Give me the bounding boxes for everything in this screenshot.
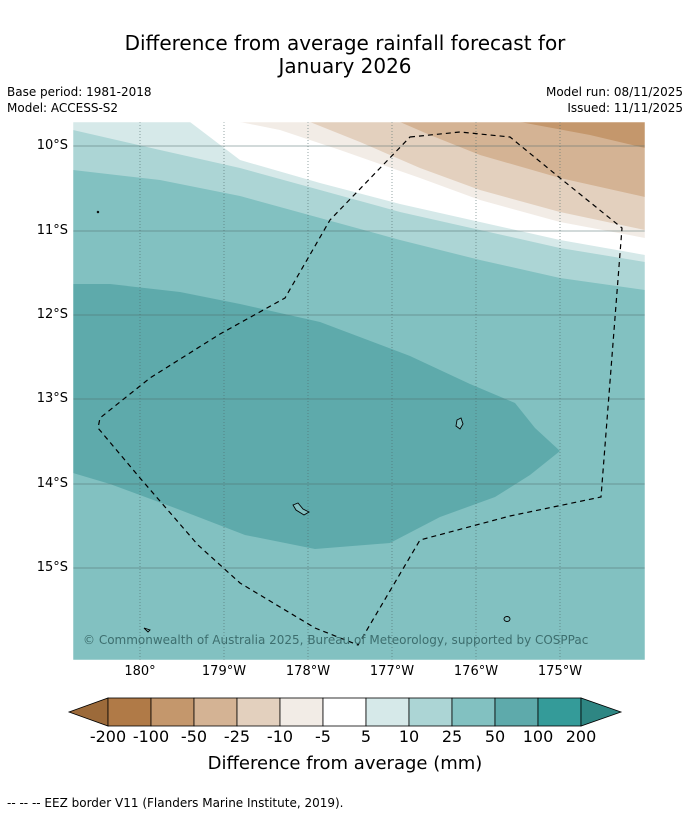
lon-label-179w: 179°W (201, 664, 247, 679)
islands (96, 210, 511, 633)
colorbar-swatch (236, 697, 281, 727)
colorbar-swatch (322, 697, 367, 727)
lat-label-11s: 11°S (36, 223, 68, 238)
colorbar-under-arrow (67, 697, 109, 727)
base-period-text: Base period: 1981-2018 (7, 85, 152, 99)
copyright-notice: © Commonwealth of Australia 2025, Bureau… (83, 633, 589, 647)
gridlines (73, 122, 645, 660)
colorbar-tick-label: 50 (484, 727, 506, 746)
island-central (292, 502, 310, 516)
colorbar-tick-label: -200 (89, 727, 127, 746)
lon-label-178w: 178°W (285, 664, 331, 679)
band-light-brown (400, 122, 645, 197)
colorbar-tick-label: 200 (565, 727, 597, 746)
colorbar-tick-label: -100 (132, 727, 170, 746)
colorbar-swatch (451, 697, 496, 727)
island-south-west (143, 627, 151, 633)
band-mid-brown (520, 122, 645, 148)
colorbar-tick-label: 25 (441, 727, 463, 746)
model-text: Model: ACCESS-S2 (7, 101, 119, 115)
lon-label-180: 180° (124, 664, 156, 679)
colorbar-tick-label: -10 (266, 727, 294, 746)
colorbar-swatch (279, 697, 324, 727)
colorbar-over-arrow (580, 697, 623, 727)
lon-label-175w: 175°W (537, 664, 583, 679)
lat-label-10s: 10°S (36, 138, 68, 153)
island-north (455, 417, 464, 430)
island-south-east (503, 616, 511, 622)
colorbar-tick-label: -5 (315, 727, 331, 746)
colorbar-tick-label: 100 (522, 727, 554, 746)
lat-label-13s: 13°S (36, 391, 68, 406)
colorbar-swatch (537, 697, 582, 727)
colorbar-swatch (365, 697, 410, 727)
colorbar-swatch (494, 697, 539, 727)
colorbar-swatch (193, 697, 238, 727)
lon-label-176w: 176°W (453, 664, 499, 679)
colorbar-tick-label: 10 (398, 727, 420, 746)
colorbar-swatch (150, 697, 195, 727)
eez-border (97, 131, 623, 646)
lat-label-12s: 12°S (36, 307, 68, 322)
rainfall-field (73, 122, 645, 660)
colorbar-tick-label: -50 (180, 727, 208, 746)
island-speck (96, 210, 100, 214)
region-wetter-50-100 (73, 284, 560, 549)
chart-title-line2: January 2026 (278, 54, 412, 78)
colorbar-tick-label: -25 (223, 727, 251, 746)
model-run-text: Model run: 08/11/2025 (545, 85, 683, 99)
colorbar (67, 697, 623, 727)
colorbar-title: Difference from average (mm) (207, 753, 483, 774)
lon-label-177w: 177°W (369, 664, 415, 679)
chart-title-line1: Difference from average rainfall forecas… (124, 31, 566, 55)
colorbar-tick-label: 5 (360, 727, 372, 746)
lat-label-15s: 15°S (36, 560, 68, 575)
colorbar-swatch (408, 697, 453, 727)
issued-text: Issued: 11/11/2025 (567, 101, 683, 115)
eez-footnote: -- -- -- EEZ border V11 (Flanders Marine… (7, 796, 344, 810)
map-frame (72, 121, 646, 661)
colorbar-swatch (107, 697, 152, 727)
lat-label-14s: 14°S (36, 476, 68, 491)
